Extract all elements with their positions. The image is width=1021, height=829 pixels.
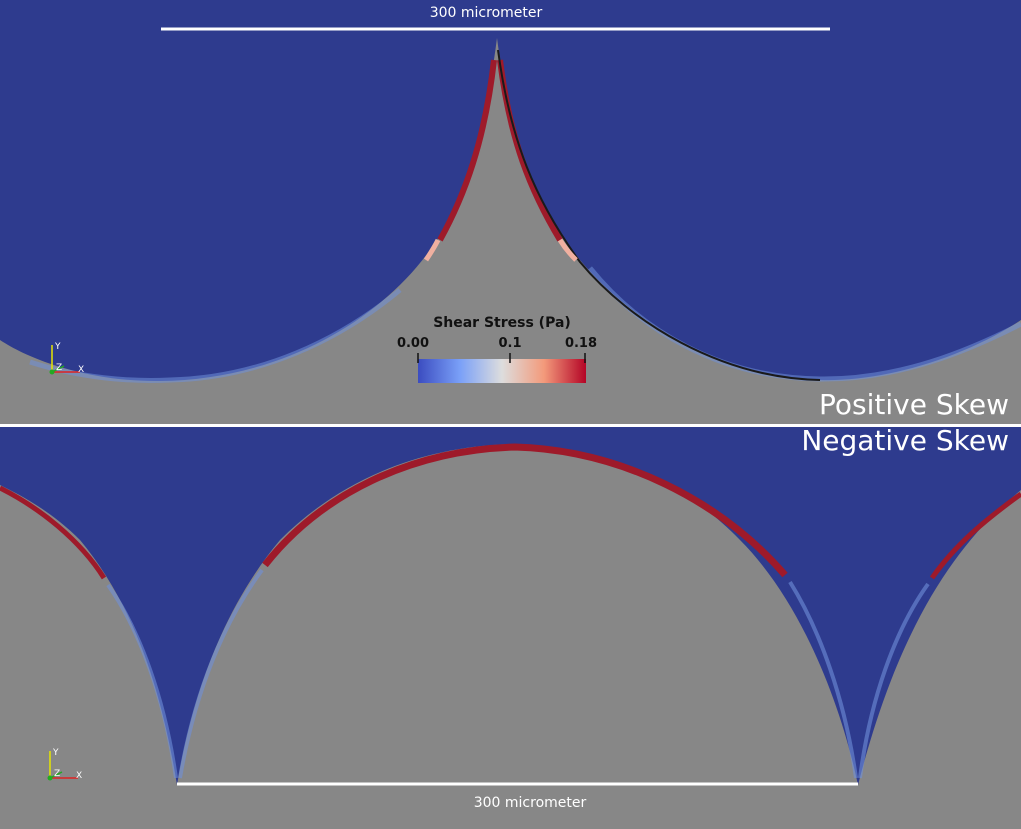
bottom-orientation-axes: Y X Z — [47, 748, 82, 781]
top-dark-edge-right — [497, 49, 821, 381]
bottom-high-stress-dome — [262, 443, 788, 578]
top-pale-spot-left — [423, 238, 441, 262]
bottom-axis-z-label: Z — [54, 769, 60, 779]
bottom-axis-y-label: Y — [52, 748, 59, 758]
top-panel: 300 micrometer Shear Stress (Pa) 0.00 0.… — [0, 0, 1021, 421]
panel-divider — [0, 424, 1021, 427]
colorbar-tick-max: 0.18 — [565, 336, 597, 351]
bottom-panel: 300 micrometer Y X Z Negative Skew — [0, 424, 1021, 829]
colorbar-tick-min: 0.00 — [397, 336, 429, 351]
bottom-fringe-left-cusp — [106, 583, 178, 779]
colorbar-tick-mid: 0.1 — [498, 336, 521, 351]
top-pale-spot-right — [557, 238, 578, 262]
top-axis-y-label: Y — [54, 342, 61, 352]
top-high-stress-left — [437, 59, 497, 242]
colorbar-title: Shear Stress (Pa) — [433, 315, 571, 331]
top-fluid-region — [0, 0, 1021, 382]
bottom-high-stress-left — [0, 485, 107, 580]
top-axis-z-label: Z — [56, 363, 62, 373]
bottom-high-stress-right — [929, 491, 1021, 580]
bottom-fringe-right-cusp — [858, 582, 930, 779]
bottom-fringe-dome-left — [178, 568, 264, 779]
colorbar-gradient — [418, 359, 586, 383]
top-axis-origin — [49, 369, 55, 375]
top-scale-bar-label: 300 micrometer — [430, 5, 543, 21]
bottom-fringe-dome-right — [788, 580, 858, 779]
top-edge-fringe-left — [29, 288, 402, 383]
bottom-axis-x-label: X — [76, 771, 82, 781]
bottom-axis-origin — [47, 775, 53, 781]
top-panel-label: Positive Skew — [819, 388, 1009, 421]
bottom-panel-label: Negative Skew — [801, 424, 1009, 457]
top-axis-x-label: X — [78, 365, 84, 375]
bottom-fluid-region — [0, 427, 1021, 785]
bottom-scale-bar-label: 300 micrometer — [474, 795, 587, 811]
colorbar: Shear Stress (Pa) 0.00 0.1 0.18 — [397, 315, 597, 383]
top-orientation-axes: Y X Z — [49, 342, 84, 375]
